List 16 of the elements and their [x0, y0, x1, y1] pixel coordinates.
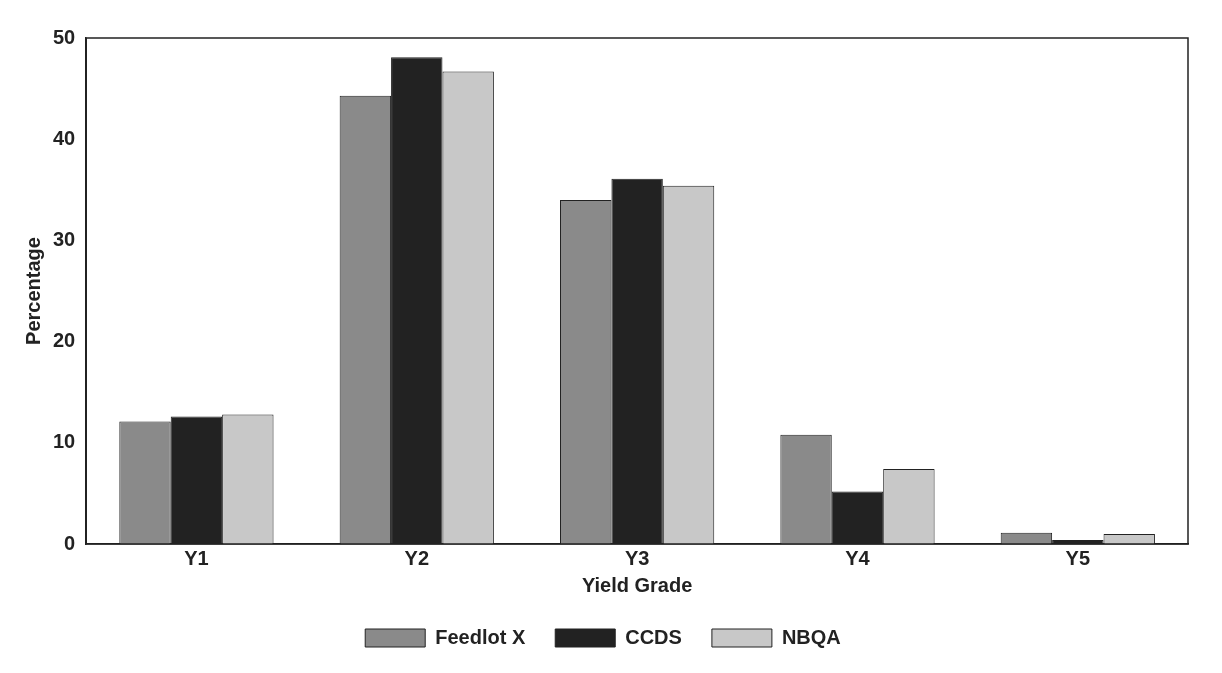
x-tick-label: Y4: [845, 546, 871, 569]
x-axis-title: Yield Grade: [581, 573, 693, 596]
x-tick-label: Y5: [1065, 546, 1091, 569]
x-tick-label: Y2: [404, 546, 430, 569]
y-tick-label: 40: [53, 126, 76, 149]
y-tick-label: 20: [53, 329, 76, 352]
y-axis-title: Percentage: [21, 237, 44, 345]
legend-label: Feedlot X: [435, 625, 526, 648]
y-tick-label: 50: [53, 25, 76, 48]
y-tick-label: 10: [53, 430, 76, 453]
legend-label: NBQA: [781, 625, 841, 648]
legend-label: CCDS: [625, 625, 682, 648]
x-tick-label: Y3: [624, 546, 650, 569]
y-tick-label: 0: [64, 531, 76, 554]
y-tick-label: 30: [53, 227, 76, 250]
x-tick-label: Y1: [184, 546, 209, 569]
